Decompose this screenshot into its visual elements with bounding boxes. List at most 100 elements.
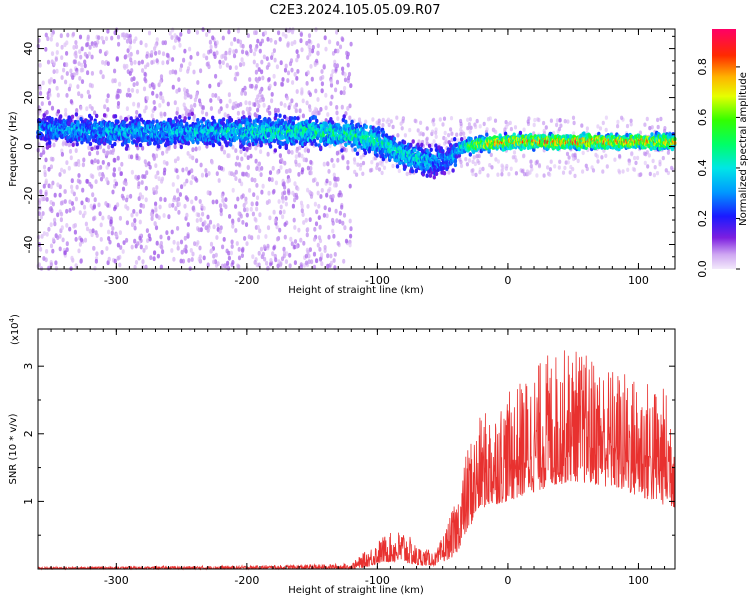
spectrogram-noise-mark — [301, 212, 305, 218]
spectrogram-noise-mark — [237, 255, 242, 261]
spectrogram-noise-mark — [171, 202, 175, 208]
spectrogram-noise-mark — [56, 182, 60, 188]
spectrogram-noise-mark — [88, 94, 92, 99]
spectrogram-noise-mark — [112, 167, 116, 173]
spectrogram-noise-mark — [600, 155, 604, 160]
spectrogram-noise-mark — [332, 258, 336, 263]
spectrogram-noise-mark — [318, 256, 323, 262]
spectrogram-noise-mark — [142, 248, 146, 253]
spectrogram-noise-mark — [107, 214, 111, 220]
spectrogram-noise-mark — [211, 199, 215, 205]
spectrogram-noise-mark — [276, 263, 280, 269]
spectrogram-ridge-mark — [434, 171, 439, 176]
spectrogram-noise-mark — [124, 181, 128, 187]
spectrogram-noise-mark — [308, 217, 312, 223]
spectrogram-noise-mark — [146, 62, 150, 68]
spectrogram-noise-mark — [82, 157, 86, 163]
spectrogram-noise-mark — [135, 110, 139, 115]
spectrogram-noise-mark — [63, 199, 67, 204]
spectrogram-noise-mark — [301, 167, 305, 173]
spectrogram-noise-mark — [50, 51, 55, 56]
spectrogram-noise-mark — [134, 36, 138, 42]
spectrogram-noise-mark — [125, 220, 129, 226]
spectrogram-noise-mark — [186, 151, 190, 156]
spectrogram-noise-mark — [270, 92, 274, 97]
spectrogram-noise-mark — [248, 188, 252, 193]
spectrogram-noise-mark — [214, 73, 218, 79]
spectrogram-noise-mark — [121, 186, 126, 192]
spectrogram-noise-mark — [93, 158, 97, 164]
spectrogram-noise-mark — [118, 215, 122, 221]
spectrogram-noise-mark — [157, 50, 161, 55]
spectrogram-noise-mark — [73, 229, 77, 235]
spectrogram-noise-mark — [291, 80, 295, 85]
spectrogram-noise-mark — [152, 256, 156, 262]
spectrogram-noise-mark — [39, 192, 43, 198]
spectrogram-noise-mark — [81, 187, 85, 193]
spectrogram-noise-mark — [159, 111, 163, 117]
spectrogram-noise-mark — [386, 117, 391, 122]
spectrogram-ridge-mark — [257, 114, 262, 120]
spectrogram-noise-mark — [234, 48, 238, 54]
spectrogram-noise-mark — [108, 239, 112, 245]
spectrogram-ridge-mark — [218, 141, 222, 147]
spectrogram-noise-mark — [311, 44, 315, 50]
spectrogram-noise-mark — [160, 244, 164, 250]
spectrogram-noise-mark — [55, 68, 59, 74]
spectrogram-noise-mark — [85, 226, 90, 232]
spectrogram-noise-mark — [165, 230, 169, 236]
spectrogram-noise-mark — [110, 35, 114, 41]
spectrogram-noise-mark — [240, 156, 244, 162]
spectrogram-noise-mark — [317, 203, 321, 209]
spectrogram-ridge-mark — [293, 116, 297, 121]
spectrogram-noise-mark — [244, 196, 248, 202]
spectrogram-noise-mark — [142, 86, 147, 92]
spectrogram-noise-mark — [245, 207, 249, 213]
spectrogram-noise-mark — [284, 33, 288, 39]
spectrogram-noise-mark — [260, 166, 264, 171]
spectrogram-noise-mark — [320, 69, 324, 74]
spectrogram-noise-mark — [327, 169, 331, 174]
spectrogram-noise-mark — [403, 133, 407, 138]
spectrogram-noise-mark — [130, 169, 134, 175]
spectrogram-noise-mark — [347, 75, 351, 81]
spectrogram-ridge-mark — [113, 114, 118, 119]
spectrogram-noise-mark — [459, 163, 464, 169]
spectrogram-noise-mark — [209, 106, 213, 111]
spectrogram-ridge-mark — [380, 153, 385, 158]
spectrogram-noise-mark — [116, 101, 121, 106]
spectrogram-noise-mark — [173, 158, 178, 164]
spectrogram-noise-mark — [241, 43, 245, 49]
spectrogram-noise-mark — [220, 54, 224, 60]
spectrogram-noise-mark — [46, 36, 50, 42]
spectrogram-noise-mark — [146, 238, 150, 244]
spectrogram-noise-mark — [630, 152, 634, 157]
spectrogram-ridge-mark — [413, 148, 417, 153]
spectrogram-ridge-mark — [221, 117, 226, 122]
spectrogram-noise-mark — [267, 176, 272, 182]
spectrogram-noise-mark — [281, 77, 285, 82]
spectrogram-noise-mark — [300, 87, 304, 92]
spectrogram-noise-mark — [309, 159, 313, 165]
spectrogram-noise-mark — [561, 170, 566, 175]
spectrogram-noise-mark — [196, 80, 200, 85]
spectrogram-noise-mark — [282, 181, 286, 187]
spectrogram-noise-mark — [291, 203, 295, 209]
spectrogram-noise-mark — [522, 154, 526, 159]
spectrogram-noise-mark — [147, 161, 151, 167]
spectrogram-noise-mark — [154, 205, 158, 211]
spectrogram-noise-mark — [301, 98, 305, 104]
spectrogram-noise-mark — [482, 121, 486, 127]
spectrogram-noise-mark — [535, 173, 539, 178]
spectrogram-noise-mark — [256, 38, 260, 44]
spectrogram-noise-mark — [260, 38, 264, 44]
spectrogram-ridge-mark — [139, 117, 144, 122]
spectrogram-noise-mark — [230, 41, 234, 47]
spectrogram-ridge-mark — [453, 162, 458, 168]
spectrogram-noise-mark — [311, 178, 316, 183]
spectrogram-noise-mark — [559, 123, 563, 128]
spectrogram-noise-mark — [620, 115, 624, 121]
spectrogram-noise-mark — [506, 122, 510, 127]
spectrogram-noise-mark — [42, 183, 46, 189]
spectrogram-noise-mark — [300, 208, 304, 214]
